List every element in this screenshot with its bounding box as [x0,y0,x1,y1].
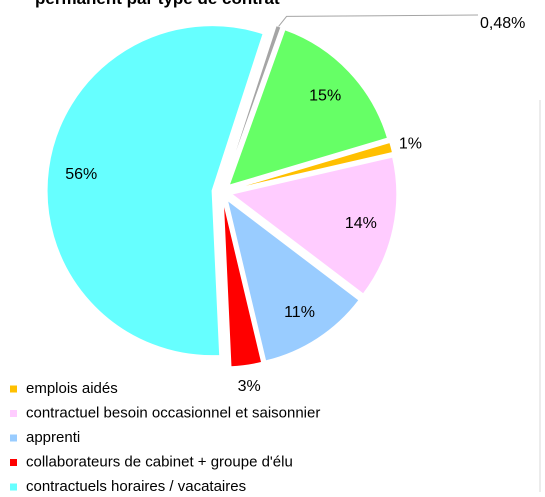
data-label: 14% [345,215,377,232]
pie-slice [226,199,360,362]
data-label: 3% [238,378,261,395]
chart-title: permanent par type de contrat [35,0,280,8]
pie-slice [228,29,389,186]
leader-line [278,14,479,27]
pie-slice [231,141,394,190]
data-label: 15% [309,87,341,104]
legend-label: emplois aidés [26,380,118,397]
legend-label: contractuel besoin occasionnel et saison… [26,404,320,421]
pie-slice [222,201,263,368]
legend-swatch [10,434,17,442]
data-label: 0,48% [480,15,525,32]
data-label: 11% [284,304,315,321]
data-label: 56% [65,166,97,183]
legend-swatch [10,459,17,466]
pie-slice [224,24,282,183]
pie-slice [230,156,398,295]
legend-label: apprenti [26,429,80,446]
pie-slice [46,25,264,357]
legend-swatch [10,483,17,491]
legend-swatch [10,385,17,393]
legend-label: collaborateurs de cabinet + groupe d'élu [26,453,293,470]
data-label: 1% [399,135,422,152]
legend-swatch [10,410,17,417]
legend-label: contractuels horaires / vacataires [26,478,246,495]
